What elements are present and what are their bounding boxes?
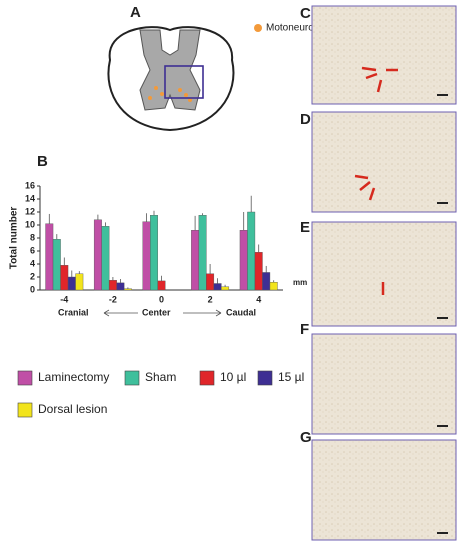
direction-arrows (103, 309, 222, 317)
y-tick-label: 10 (25, 219, 35, 229)
legend-label: Dorsal lesion (38, 402, 107, 416)
legend-swatch (124, 370, 140, 386)
y-tick-label: 12 (25, 206, 35, 216)
bar (254, 252, 263, 291)
bar (206, 273, 215, 291)
bar (269, 282, 278, 291)
x-tick-label: 0 (159, 294, 164, 304)
panel-label: A (130, 4, 141, 21)
bar (60, 265, 69, 291)
direction-label: Caudal (226, 307, 256, 317)
legend-label: 15 µl (278, 370, 304, 384)
y-tick-label: 2 (30, 271, 35, 281)
bar (247, 211, 256, 291)
legend-swatch (17, 402, 33, 418)
legend-label: 10 µl (220, 370, 246, 384)
bar (198, 215, 207, 291)
bar (67, 276, 76, 291)
bar (191, 229, 200, 291)
x-unit: mm (293, 278, 307, 287)
legend-swatch (17, 370, 33, 386)
bar (221, 286, 230, 291)
bar (75, 273, 84, 291)
bar (157, 280, 166, 291)
panel-label: D (300, 111, 311, 128)
panel-label: B (37, 153, 48, 170)
x-tick-label: -2 (109, 294, 117, 304)
y-tick-label: 4 (30, 258, 35, 268)
panel-label: E (300, 219, 310, 236)
bar (123, 288, 132, 291)
spinal-cord-diagram (107, 24, 262, 132)
y-tick-label: 8 (30, 232, 35, 242)
legend-label: Sham (145, 370, 176, 384)
y-tick-label: 0 (30, 284, 35, 294)
bar (52, 239, 61, 291)
bar (93, 219, 102, 291)
panel-label: F (300, 321, 309, 338)
x-tick-label: 2 (208, 294, 213, 304)
y-tick-label: 16 (25, 180, 35, 190)
direction-label: Cranial (58, 307, 89, 317)
legend-swatch (199, 370, 215, 386)
bar (116, 282, 125, 291)
panel-label: C (300, 5, 311, 22)
marker-legend: Motoneuron (266, 23, 319, 34)
legend-swatch (257, 370, 273, 386)
x-tick-label: -4 (60, 294, 68, 304)
bar (239, 229, 248, 291)
direction-label: Center (142, 307, 171, 317)
bar (45, 223, 54, 291)
panel-label: G (300, 429, 312, 446)
legend-label: Laminectomy (38, 370, 109, 384)
bar (262, 272, 271, 291)
y-tick-label: 14 (25, 193, 35, 203)
micrographs (311, 5, 457, 541)
bar (108, 280, 117, 291)
y-tick-label: 6 (30, 245, 35, 255)
bar (101, 226, 110, 291)
bar (142, 221, 151, 291)
bar (150, 215, 158, 291)
bar (213, 283, 222, 291)
y-axis-label: Total number (9, 207, 20, 270)
x-tick-label: 4 (256, 294, 261, 304)
